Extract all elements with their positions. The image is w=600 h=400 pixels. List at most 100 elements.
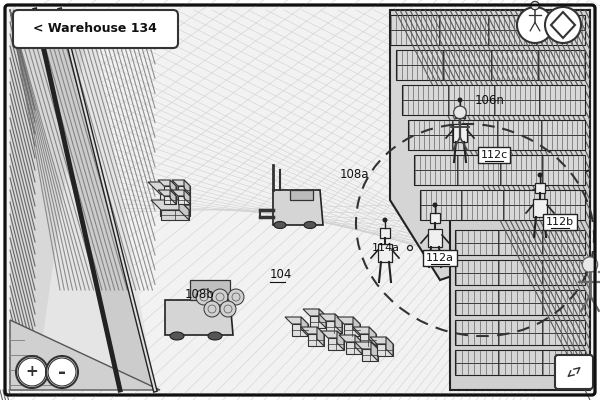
- Circle shape: [220, 301, 236, 317]
- Polygon shape: [178, 186, 190, 194]
- Polygon shape: [450, 170, 590, 390]
- Ellipse shape: [170, 332, 184, 340]
- Polygon shape: [455, 350, 585, 375]
- Polygon shape: [35, 10, 155, 390]
- Polygon shape: [371, 342, 378, 361]
- Polygon shape: [172, 180, 190, 186]
- Polygon shape: [10, 10, 90, 390]
- Polygon shape: [179, 200, 189, 220]
- Polygon shape: [337, 331, 344, 350]
- Bar: [533, 199, 547, 217]
- Circle shape: [212, 289, 228, 305]
- Polygon shape: [408, 120, 585, 150]
- Bar: [535, 183, 545, 193]
- Polygon shape: [328, 338, 344, 350]
- Text: 106n: 106n: [475, 94, 505, 106]
- Polygon shape: [10, 320, 160, 390]
- Polygon shape: [170, 180, 176, 194]
- Polygon shape: [178, 196, 190, 204]
- Ellipse shape: [304, 222, 316, 228]
- Polygon shape: [10, 10, 155, 390]
- Polygon shape: [273, 190, 323, 225]
- Polygon shape: [178, 182, 190, 216]
- Polygon shape: [164, 196, 176, 204]
- Polygon shape: [184, 180, 190, 194]
- Polygon shape: [377, 344, 393, 356]
- Polygon shape: [303, 309, 326, 316]
- Polygon shape: [335, 314, 342, 333]
- Circle shape: [545, 7, 581, 43]
- Circle shape: [458, 98, 463, 102]
- Polygon shape: [369, 327, 376, 346]
- Polygon shape: [170, 190, 176, 204]
- Polygon shape: [158, 180, 176, 186]
- Circle shape: [204, 301, 220, 317]
- Text: 108a: 108a: [340, 168, 370, 182]
- Circle shape: [196, 289, 212, 305]
- Polygon shape: [337, 317, 360, 324]
- Text: < Warehouse 134: < Warehouse 134: [33, 22, 157, 36]
- FancyBboxPatch shape: [5, 5, 595, 395]
- Polygon shape: [148, 182, 190, 194]
- Polygon shape: [353, 327, 376, 334]
- Polygon shape: [390, 10, 590, 280]
- Polygon shape: [414, 155, 585, 185]
- Polygon shape: [165, 300, 233, 335]
- Polygon shape: [184, 190, 190, 204]
- Polygon shape: [326, 321, 342, 333]
- Circle shape: [454, 106, 466, 119]
- Circle shape: [582, 257, 598, 272]
- Ellipse shape: [208, 332, 222, 340]
- Polygon shape: [455, 320, 585, 345]
- Polygon shape: [308, 334, 324, 346]
- Polygon shape: [321, 331, 344, 338]
- Circle shape: [46, 356, 78, 388]
- Polygon shape: [386, 337, 393, 356]
- Polygon shape: [455, 290, 585, 315]
- Polygon shape: [301, 317, 308, 336]
- Ellipse shape: [274, 222, 286, 228]
- Polygon shape: [402, 85, 585, 115]
- Text: 112a: 112a: [426, 253, 454, 263]
- Polygon shape: [355, 342, 378, 349]
- Text: 112b: 112b: [546, 217, 574, 227]
- Polygon shape: [360, 334, 376, 346]
- Circle shape: [517, 7, 553, 43]
- Polygon shape: [455, 260, 585, 285]
- Polygon shape: [346, 342, 362, 354]
- Polygon shape: [158, 190, 176, 196]
- Polygon shape: [362, 349, 378, 361]
- Circle shape: [433, 202, 437, 208]
- Polygon shape: [292, 324, 308, 336]
- Bar: [453, 124, 467, 142]
- Text: 112c: 112c: [481, 150, 508, 160]
- Circle shape: [16, 356, 48, 388]
- FancyBboxPatch shape: [13, 10, 178, 48]
- Polygon shape: [420, 190, 585, 220]
- Polygon shape: [161, 210, 189, 220]
- Polygon shape: [310, 316, 326, 328]
- Polygon shape: [353, 317, 360, 336]
- Polygon shape: [319, 309, 326, 328]
- Bar: [455, 108, 465, 118]
- Text: 104: 104: [270, 268, 292, 282]
- FancyBboxPatch shape: [555, 355, 593, 389]
- Text: 114a: 114a: [372, 243, 400, 253]
- Bar: [378, 244, 392, 262]
- Circle shape: [531, 2, 539, 10]
- Polygon shape: [172, 190, 190, 196]
- Polygon shape: [390, 15, 585, 45]
- Polygon shape: [190, 280, 230, 300]
- Polygon shape: [319, 314, 342, 321]
- Polygon shape: [317, 327, 324, 346]
- Text: 108b: 108b: [185, 288, 215, 302]
- Polygon shape: [285, 317, 308, 324]
- Bar: [430, 213, 440, 223]
- Bar: [428, 229, 442, 247]
- Polygon shape: [396, 50, 585, 80]
- Circle shape: [538, 172, 542, 178]
- Text: +: +: [26, 364, 38, 380]
- Polygon shape: [344, 324, 360, 336]
- Polygon shape: [455, 230, 585, 255]
- Polygon shape: [301, 327, 324, 334]
